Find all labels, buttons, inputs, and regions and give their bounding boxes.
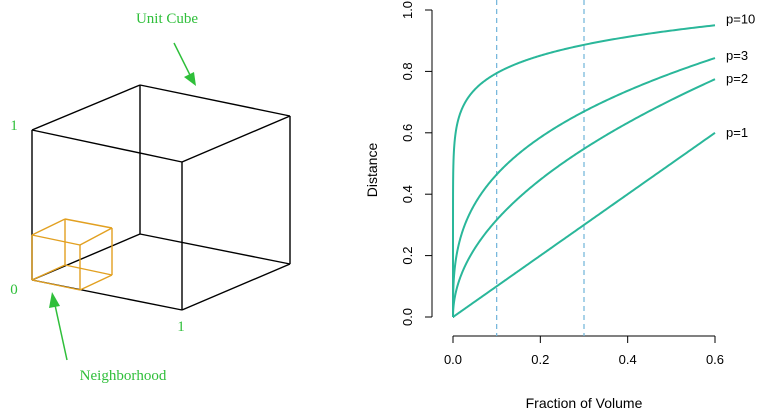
curve-p1: [452, 131, 716, 318]
axis-label-one-bottom: 1: [177, 319, 185, 335]
neighborhood-arrow: [49, 292, 68, 361]
x-tick-label: 0.4: [619, 352, 637, 367]
distance-chart: 0.00.20.40.60.81.0 0.0 0.2 0.4 0.6 p=10p=3p…: [364, 0, 755, 411]
y-tick-label: 0.2: [400, 247, 415, 265]
x-ticks: 0.0 0.2 0.4 0.6: [444, 336, 724, 367]
neighborhood-label: Neighborhood: [80, 368, 167, 384]
y-tick-label: 0.6: [400, 124, 415, 142]
y-tick-label: 0.8: [400, 62, 415, 80]
series-label: p=2: [726, 71, 748, 86]
reference-lines: [496, 0, 585, 336]
x-tick-label: 0.2: [531, 352, 549, 367]
unit-cube-diagram: Unit Cube: [10, 11, 291, 384]
y-tick-label: 1.0: [400, 1, 415, 19]
curve-p10: [452, 24, 716, 317]
y-tick-label: 0.0: [400, 308, 415, 326]
series-label: p=3: [726, 48, 748, 63]
x-axis-label: Fraction of Volume: [526, 395, 643, 411]
unit-cube-wireframe: [31, 84, 291, 311]
x-tick-label: 0.0: [444, 352, 462, 367]
neighborhood-cube: [31, 218, 113, 291]
x-tick-label: 0.6: [706, 352, 724, 367]
unit-cube-arrow: [173, 42, 196, 86]
y-ticks: 0.0 0.2 0.4 0.6 0.8 1.0: [400, 1, 432, 326]
series-label: p=10: [726, 11, 755, 26]
series-label: p=1: [726, 125, 748, 140]
curve-labels: p=10 p=3 p=2 p=1: [726, 11, 755, 140]
axis-label-one-top: 1: [10, 118, 18, 134]
curve-p2: [452, 78, 716, 317]
y-tick-label: 0.4: [400, 185, 415, 203]
axis-label-zero: 0: [10, 282, 18, 298]
y-axis-label: Distance: [364, 143, 380, 198]
unit-cube-title: Unit Cube: [136, 11, 198, 27]
curve-p3: [452, 57, 716, 317]
chart-axes: [431, 10, 715, 337]
curves: [452, 24, 716, 318]
